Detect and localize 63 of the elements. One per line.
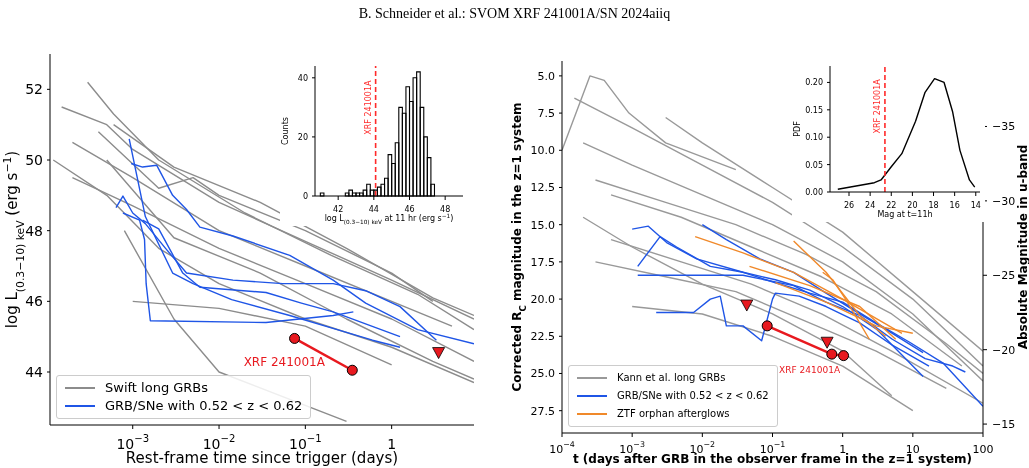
y2-tick-label: −30 [992, 194, 1016, 208]
y-tick-label: 50 [25, 152, 43, 168]
y-tick-label: 0.05 [805, 160, 823, 170]
y-tick-label: 15.0 [530, 218, 555, 232]
x-axis-title: Mag at t=11h [877, 210, 933, 219]
y2-tick-label: −20 [992, 343, 1016, 357]
y-tick-label: 40 [297, 73, 308, 83]
y2-axis-title: Absolute Magnitude in u-band [1016, 144, 1029, 350]
y-tick-label: 20 [297, 132, 308, 142]
legend-label: Kann et al. long GRBs [617, 371, 726, 385]
x-tick-label: 26 [843, 200, 855, 210]
legend-label: GRB/SNe with 0.52 < z < 0.62 [105, 397, 303, 415]
x-tick-label: 20 [907, 200, 918, 210]
y-tick-label: 25.0 [530, 366, 555, 380]
y-tick-label: 48 [25, 222, 43, 239]
legend-label: ZTF orphan afterglows [617, 407, 730, 421]
legend-label: GRB/SNe with 0.52 < z < 0.62 [617, 389, 769, 403]
y-tick-label: 12.5 [530, 180, 555, 194]
y-tick-label: 0.20 [805, 77, 823, 87]
x-tick-label: 24 [865, 200, 876, 210]
x-tick-label: 46 [404, 204, 415, 214]
x-tick-label: 10$^{−4}$ [549, 439, 575, 456]
x-tick-label: 10$^{−3}$ [116, 432, 150, 452]
y2-tick-label: −35 [992, 119, 1016, 133]
y-tick-label: 17.5 [530, 255, 555, 269]
y-axis-title: PDF [793, 120, 802, 137]
y-tick-label: 10.0 [530, 143, 555, 157]
y-tick-label: 44 [25, 364, 44, 380]
x-tick-label: 1 [387, 435, 397, 452]
x-tick-label: 42 [333, 204, 344, 214]
y-tick-label: 0 [302, 191, 308, 201]
y-axis-title: Counts [281, 117, 290, 145]
y-tick-label: 22.5 [530, 329, 555, 343]
x-axis-title: log L$_{(0.3−10) keV}$ at 11 hr (erg s$^{−1}$) [324, 213, 454, 225]
x-axis-title: Rest-frame time since trigger (days) [125, 449, 399, 467]
legend-label: Swift long GRBs [105, 379, 209, 397]
y2-tick-label: −15 [992, 417, 1016, 431]
y-tick-label: 27.5 [530, 404, 555, 418]
y-tick-label: 0.15 [805, 105, 823, 115]
x-tick-label: 18 [928, 200, 939, 210]
x-tick-label: 10$^{−2}$ [202, 432, 236, 452]
x-tick-label: 16 [949, 200, 960, 210]
x-tick-label: 48 [440, 204, 451, 214]
y-tick-label: 5.0 [537, 69, 555, 83]
x-tick-label: 1 [839, 442, 847, 456]
y-tick-label: 46 [25, 293, 44, 310]
y-tick-label: 52 [25, 81, 43, 98]
series-label: XRF 241001A [243, 355, 326, 370]
text: B. Schneider et al.: SVOM XRF 241001A/SN 2024aiiq [357, 6, 672, 22]
x-tick-label: 100 [972, 442, 994, 456]
y-tick-label: 0.10 [805, 132, 823, 142]
x-tick-label: 14 [970, 200, 981, 210]
series-label: XRF 241001A [779, 364, 841, 375]
x-tick-label: 44 [368, 204, 379, 214]
y2-tick-label: −25 [992, 268, 1016, 282]
x-tick-label: 10$^{−1}$ [759, 439, 786, 456]
ref-line-label: XRF 241001A [363, 79, 373, 135]
ref-line-label: XRF 241001A [872, 78, 882, 134]
x-tick-label: 10$^{−1}$ [289, 432, 322, 452]
y-tick-label: 7.5 [537, 106, 555, 120]
y-tick-label: 20.0 [530, 292, 555, 306]
y-tick-label: 0.00 [805, 187, 823, 197]
x-tick-label: 22 [886, 200, 897, 210]
